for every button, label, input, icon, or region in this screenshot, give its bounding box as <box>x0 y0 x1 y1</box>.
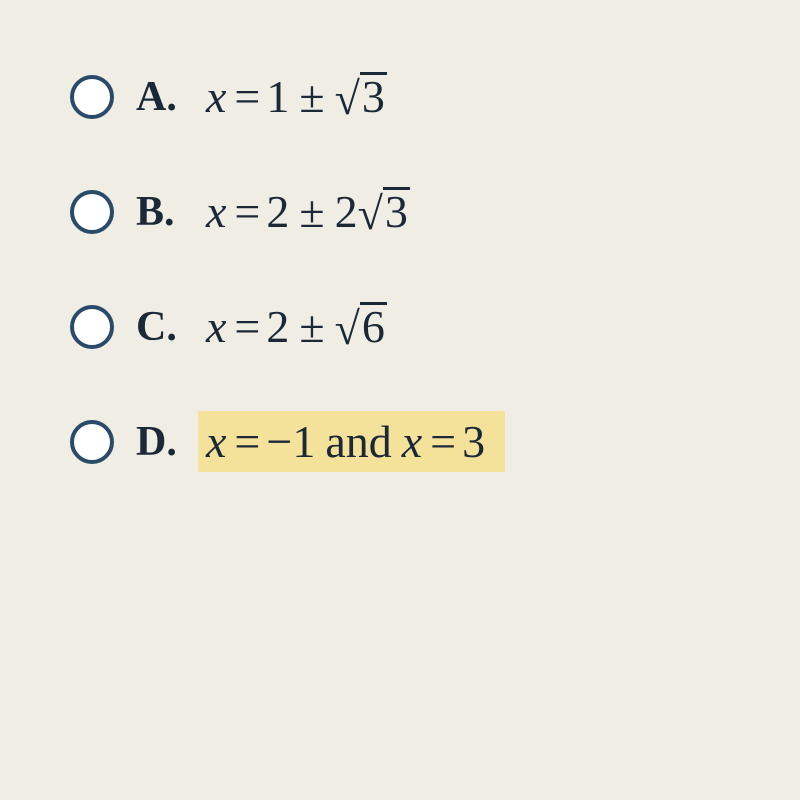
radicand-b: 3 <box>383 187 410 234</box>
option-label-b: B. <box>136 188 206 236</box>
math-wrap-b: x=2±2√3 <box>206 185 410 238</box>
sqrt-a: √3 <box>335 70 387 123</box>
math-wrap-c: x=2±√6 <box>206 300 387 353</box>
coeff-b: 2 <box>335 186 358 237</box>
option-label-d: D. <box>136 418 206 466</box>
radical-icon: √ <box>358 187 383 240</box>
var-x2: x <box>402 416 422 467</box>
radicand-a: 3 <box>360 72 387 119</box>
plusminus: ± <box>299 186 324 237</box>
equals2: = <box>430 416 456 467</box>
equals: = <box>234 416 260 467</box>
radio-c[interactable] <box>70 305 114 349</box>
equation-a: x=1±√3 <box>206 70 387 123</box>
math-wrap-a: x=1±√3 <box>206 70 387 123</box>
radio-a[interactable] <box>70 75 114 119</box>
option-row-c[interactable]: C. x=2±√6 <box>70 300 760 353</box>
var-x: x <box>206 301 226 352</box>
radical-icon: √ <box>335 72 360 125</box>
var-x: x <box>206 186 226 237</box>
var-x: x <box>206 416 226 467</box>
option-row-b[interactable]: B. x=2±2√3 <box>70 185 760 238</box>
equation-d: x=−1andx=3 <box>206 415 485 468</box>
option-label-c: C. <box>136 303 206 351</box>
radio-b[interactable] <box>70 190 114 234</box>
option-label-a: A. <box>136 73 206 121</box>
value1-d: −1 <box>266 416 315 467</box>
plusminus: ± <box>299 301 324 352</box>
math-wrap-d: x=−1andx=3 <box>206 415 485 468</box>
and-word: and <box>325 416 391 467</box>
equation-c: x=2±√6 <box>206 300 387 353</box>
option-row-d[interactable]: D. x=−1andx=3 <box>70 415 760 468</box>
sqrt-b: √3 <box>358 185 410 238</box>
equals: = <box>234 301 260 352</box>
radical-icon: √ <box>335 302 360 355</box>
var-x: x <box>206 71 226 122</box>
leading-a: 1 <box>266 71 289 122</box>
equals: = <box>234 71 260 122</box>
equation-b: x=2±2√3 <box>206 185 410 238</box>
leading-b: 2 <box>266 186 289 237</box>
radio-d[interactable] <box>70 420 114 464</box>
leading-c: 2 <box>266 301 289 352</box>
equals: = <box>234 186 260 237</box>
value2-d: 3 <box>462 416 485 467</box>
plusminus: ± <box>299 71 324 122</box>
radicand-c: 6 <box>360 302 387 349</box>
sqrt-c: √6 <box>335 300 387 353</box>
option-row-a[interactable]: A. x=1±√3 <box>70 70 760 123</box>
